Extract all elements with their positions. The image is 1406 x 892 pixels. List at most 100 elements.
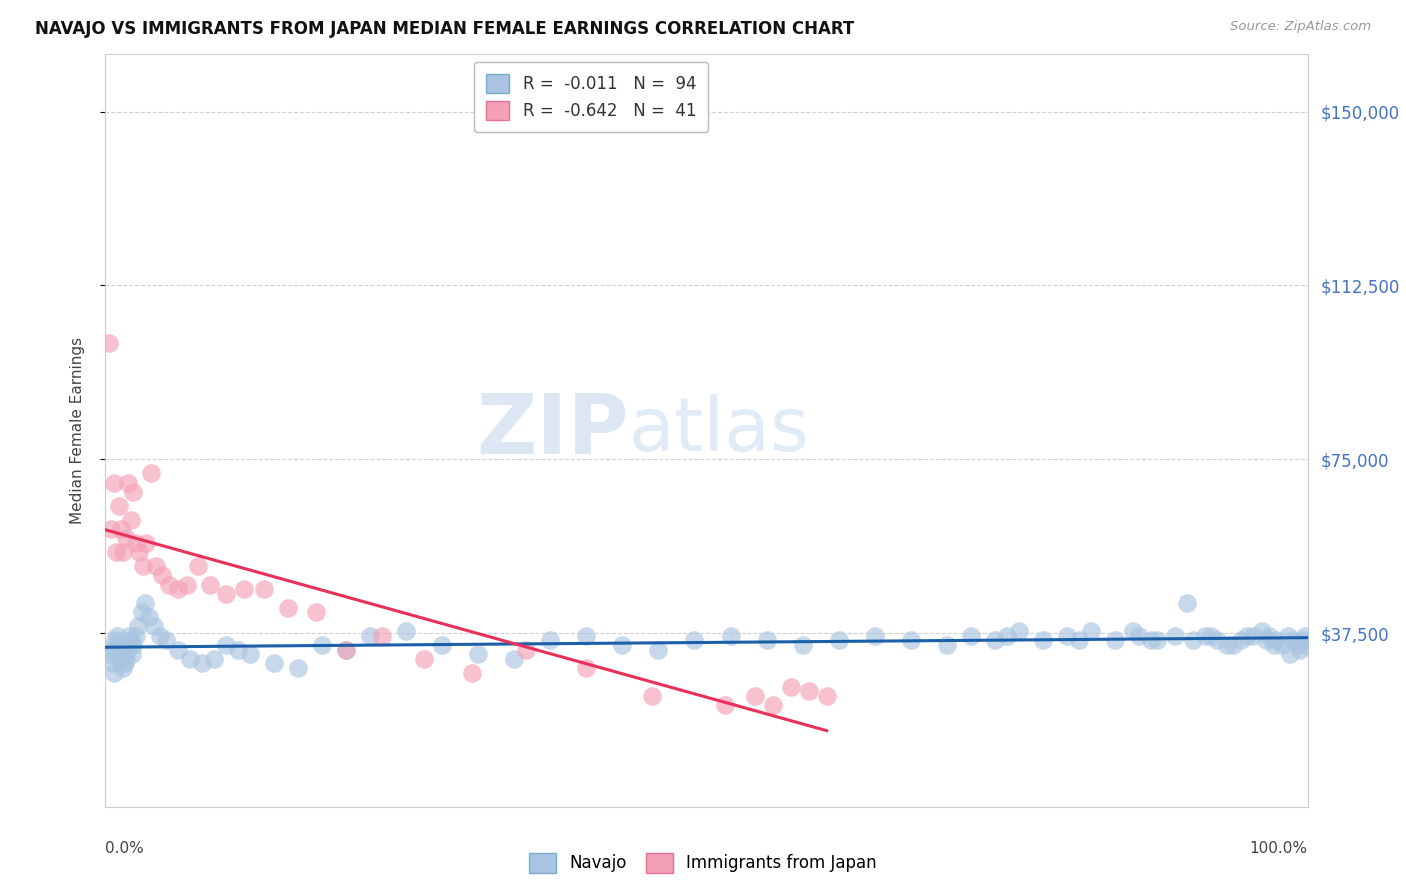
Point bbox=[1294, 629, 1316, 643]
Y-axis label: Median Female Earnings: Median Female Earnings bbox=[70, 337, 84, 524]
Text: 100.0%: 100.0% bbox=[1250, 841, 1308, 856]
Point bbox=[111, 647, 134, 661]
Point bbox=[110, 652, 132, 666]
Point bbox=[202, 652, 225, 666]
Point bbox=[936, 638, 959, 652]
Point bbox=[1258, 629, 1281, 643]
Point bbox=[105, 642, 128, 657]
Point bbox=[214, 638, 236, 652]
Point bbox=[120, 513, 142, 527]
Point bbox=[1056, 629, 1078, 643]
Point bbox=[117, 638, 139, 652]
Point bbox=[114, 657, 136, 671]
Point bbox=[148, 629, 170, 643]
Point bbox=[641, 689, 664, 703]
Point bbox=[108, 657, 131, 671]
Point bbox=[1201, 629, 1223, 643]
Point bbox=[121, 647, 143, 661]
Point bbox=[122, 638, 145, 652]
Point bbox=[305, 606, 328, 620]
Point bbox=[467, 647, 489, 661]
Point bbox=[107, 499, 129, 513]
Point bbox=[995, 629, 1018, 643]
Point bbox=[115, 652, 138, 666]
Point bbox=[100, 642, 122, 657]
Point bbox=[1222, 638, 1244, 652]
Point bbox=[179, 652, 201, 666]
Point bbox=[359, 629, 381, 643]
Point bbox=[461, 665, 484, 680]
Point bbox=[797, 684, 820, 698]
Point bbox=[98, 336, 121, 351]
Point bbox=[863, 629, 886, 643]
Point bbox=[101, 657, 124, 671]
Point bbox=[575, 629, 598, 643]
Text: 0.0%: 0.0% bbox=[105, 841, 145, 856]
Point bbox=[1278, 647, 1301, 661]
Point bbox=[413, 652, 436, 666]
Text: Source: ZipAtlas.com: Source: ZipAtlas.com bbox=[1230, 20, 1371, 33]
Point bbox=[112, 661, 135, 675]
Point bbox=[828, 633, 851, 648]
Point bbox=[762, 698, 785, 713]
Point bbox=[900, 633, 922, 648]
Point bbox=[1251, 624, 1274, 638]
Point bbox=[713, 698, 735, 713]
Point bbox=[131, 606, 153, 620]
Point bbox=[1271, 638, 1294, 652]
Point bbox=[166, 582, 188, 597]
Point bbox=[1230, 633, 1253, 648]
Point bbox=[1008, 624, 1031, 638]
Point bbox=[335, 642, 357, 657]
Point bbox=[132, 559, 155, 574]
Point bbox=[430, 638, 453, 652]
Point bbox=[1277, 629, 1299, 643]
Point bbox=[166, 642, 188, 657]
Point bbox=[1069, 633, 1091, 648]
Text: atlas: atlas bbox=[628, 394, 810, 467]
Point bbox=[104, 633, 127, 648]
Point bbox=[118, 629, 141, 643]
Point bbox=[1254, 633, 1277, 648]
Point bbox=[142, 619, 165, 633]
Point bbox=[107, 629, 129, 643]
Point bbox=[214, 587, 236, 601]
Point bbox=[139, 467, 162, 481]
Point bbox=[683, 633, 706, 648]
Point bbox=[157, 577, 180, 591]
Point bbox=[124, 536, 146, 550]
Point bbox=[105, 545, 128, 559]
Point bbox=[720, 629, 742, 643]
Point bbox=[335, 642, 357, 657]
Point bbox=[135, 536, 157, 550]
Point bbox=[1164, 629, 1187, 643]
Point bbox=[1032, 633, 1054, 648]
Point bbox=[150, 568, 173, 582]
Point bbox=[263, 657, 285, 671]
Point bbox=[1146, 633, 1168, 648]
Point bbox=[1282, 633, 1305, 648]
Point bbox=[1292, 633, 1315, 648]
Point bbox=[960, 629, 983, 643]
Point bbox=[277, 600, 299, 615]
Point bbox=[187, 559, 209, 574]
Point bbox=[98, 647, 121, 661]
Point bbox=[145, 559, 167, 574]
Point bbox=[253, 582, 276, 597]
Point bbox=[287, 661, 309, 675]
Point bbox=[779, 680, 801, 694]
Point bbox=[575, 661, 598, 675]
Point bbox=[124, 629, 146, 643]
Point bbox=[112, 545, 135, 559]
Point bbox=[1263, 638, 1285, 652]
Point bbox=[1243, 629, 1265, 643]
Point bbox=[755, 633, 778, 648]
Point bbox=[239, 647, 262, 661]
Point bbox=[1265, 633, 1288, 648]
Point bbox=[984, 633, 1007, 648]
Point bbox=[1122, 624, 1144, 638]
Point bbox=[395, 624, 418, 638]
Point bbox=[107, 638, 129, 652]
Point bbox=[612, 638, 634, 652]
Point bbox=[190, 657, 212, 671]
